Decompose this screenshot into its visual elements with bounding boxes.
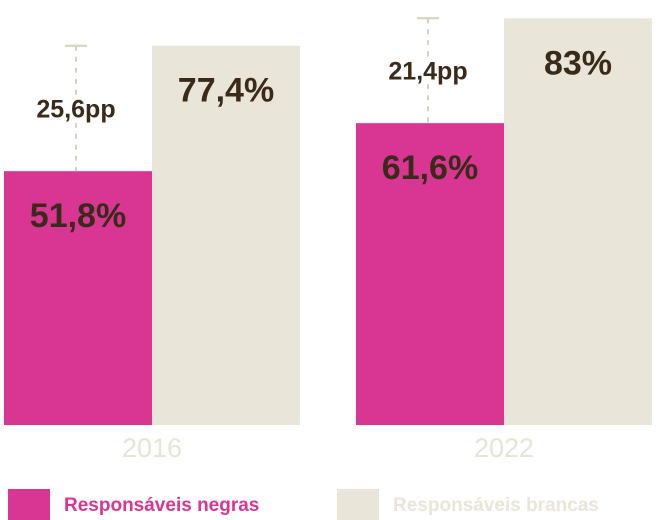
bar-brancas-2022 xyxy=(504,18,652,426)
legend-swatch-negras xyxy=(8,489,50,520)
legend-label-negras: Responsáveis negras xyxy=(64,495,259,516)
value-label-negras-2022: 61,6% xyxy=(382,149,478,187)
bar-negras-2016 xyxy=(4,171,152,425)
legend-label-brancas: Responsáveis brancas xyxy=(393,495,599,516)
legend: Responsáveis negras Responsáveis brancas xyxy=(8,489,599,520)
gap-label-2016: 25,6pp xyxy=(36,95,115,123)
value-label-negras-2016: 51,8% xyxy=(30,197,126,235)
gap-label-2022: 21,4pp xyxy=(388,58,467,86)
value-label-brancas-2016: 77,4% xyxy=(178,72,274,110)
plot-area: 51,8% 77,4% 25,6pp 2016 61,6% 83% 21,4pp 2022 xyxy=(4,17,652,463)
bar-negras-2022 xyxy=(356,123,504,425)
x-tick-label-2022: 2022 xyxy=(474,433,534,463)
x-tick-label-2016: 2016 xyxy=(122,433,182,463)
legend-swatch-brancas xyxy=(337,489,379,520)
value-label-brancas-2022: 83% xyxy=(544,44,612,82)
bar-brancas-2016 xyxy=(152,45,300,426)
